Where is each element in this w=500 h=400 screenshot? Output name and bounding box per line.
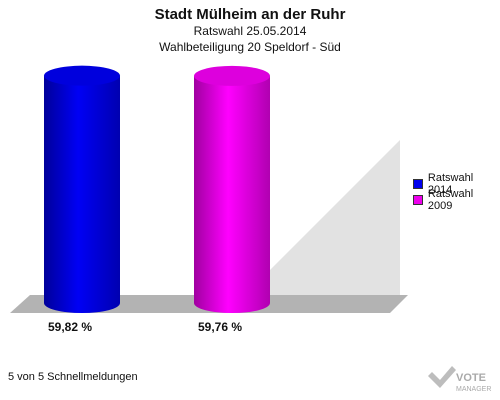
logo-text-vote: VOTE (456, 372, 486, 384)
bar-1 (194, 65, 270, 313)
bar-top-1 (194, 65, 270, 86)
votemanager-logo: VOTE MANAGER (428, 366, 491, 393)
votemanager-check-icon (428, 366, 456, 388)
chart-backwall-shadow (245, 140, 400, 295)
logo-text-manager: MANAGER (456, 386, 491, 393)
legend-item-2014: Ratswahl 2014 (413, 172, 500, 196)
chart-detail: Wahlbeteiligung 20 Speldorf - Süd (159, 40, 341, 54)
chart-title: Stadt Mülheim an der Ruhr (154, 6, 346, 23)
bar-body-0 (44, 75, 120, 314)
legend-label-2009: Ratswahl 2009 (427, 188, 474, 212)
legend-swatch-2014 (413, 179, 423, 189)
value-label-1: 59,76 % (198, 320, 242, 334)
bar-0 (44, 65, 120, 314)
legend-swatch-2009 (413, 195, 423, 205)
bar-top-0 (44, 65, 120, 86)
bar-body-1 (194, 75, 270, 313)
value-label-0: 59,82 % (48, 320, 92, 334)
legend-item-2009: Ratswahl 2009 (413, 188, 500, 212)
chart-subtitle: Ratswahl 25.05.2014 (193, 24, 307, 38)
legend-label-2014: Ratswahl 2014 (427, 172, 474, 196)
footer-note: 5 von 5 Schnellmeldungen (8, 371, 138, 383)
